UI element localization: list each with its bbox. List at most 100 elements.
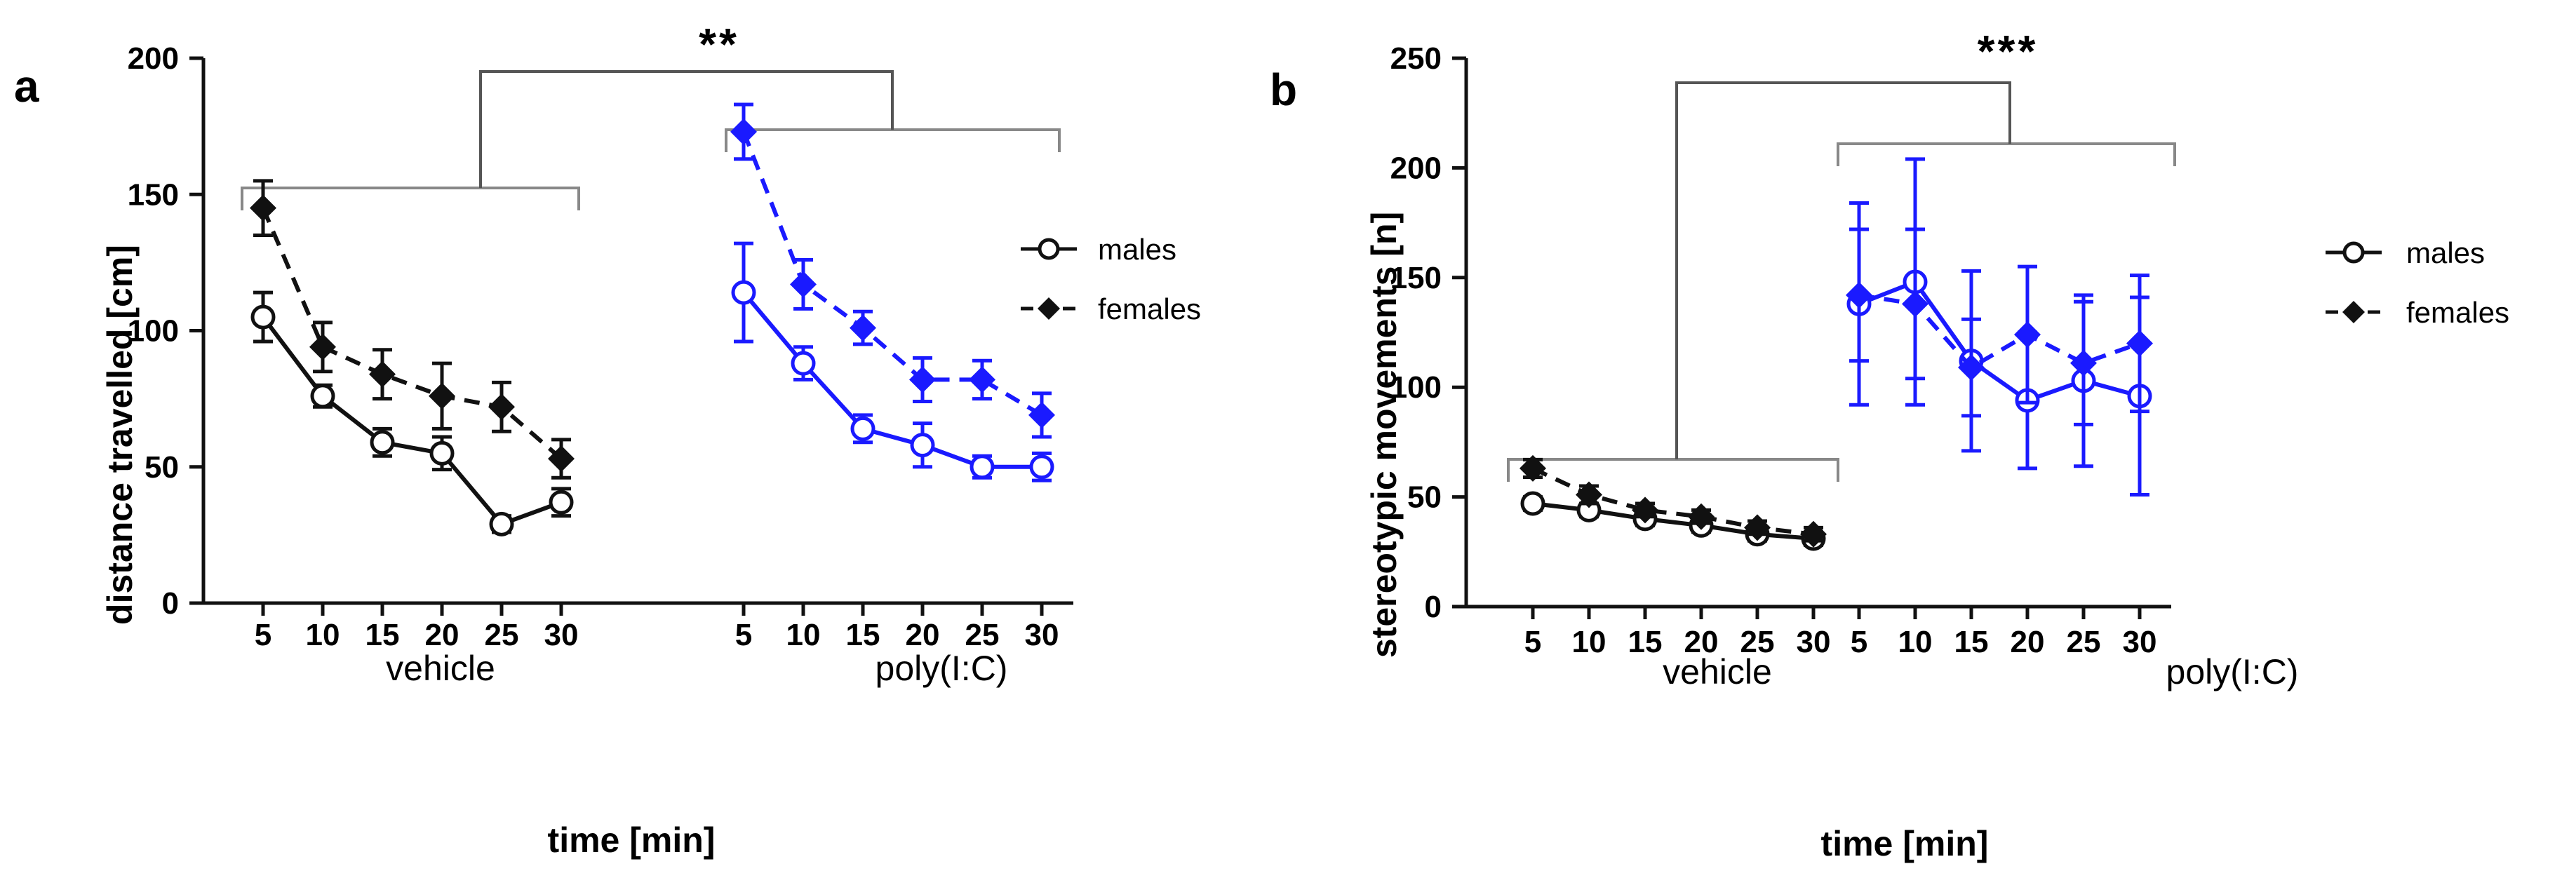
legend-males-marker	[2342, 241, 2365, 264]
legend-females-label: females	[1098, 292, 1201, 325]
x-tick-label: 30	[544, 618, 579, 652]
x-tick-label: 5	[735, 618, 752, 652]
data-point-females	[1846, 281, 1872, 309]
x-tick-label: 10	[786, 618, 821, 652]
x-tick-label: 20	[906, 618, 940, 652]
x-tick-label: 15	[846, 618, 880, 652]
panel-b-significance: ***	[1978, 26, 2039, 76]
y-tick-label: 100	[1390, 370, 1442, 405]
panel-a-axes: 0 50 100 150 200 5 10 15 20 25 30 5 10 15 20 25 30	[128, 41, 1073, 652]
y-tick-label: 200	[1390, 151, 1442, 185]
data-point-males	[489, 511, 514, 536]
x-tick-label: 10	[1572, 625, 1606, 659]
x-tick-label: 25	[2067, 625, 2101, 659]
data-point-males	[370, 430, 395, 455]
data-point-females	[1744, 514, 1771, 541]
x-tick-label: 25	[1740, 625, 1775, 659]
y-tick-label: 100	[128, 314, 179, 349]
y-tick-label: 50	[145, 450, 179, 485]
panel-a-vehicle-label: vehicle	[386, 649, 495, 688]
data-point-females	[2014, 321, 2041, 349]
data-point-males	[791, 351, 816, 376]
x-tick-label: 25	[485, 618, 519, 652]
data-point-females	[1902, 290, 1928, 318]
x-tick-label: 10	[306, 618, 340, 652]
data-point-females	[250, 194, 276, 222]
series-line-females	[742, 130, 1043, 417]
data-point-males	[850, 416, 876, 441]
data-point-females	[730, 118, 757, 145]
data-point-females	[909, 366, 936, 393]
x-tick-label: 15	[1628, 625, 1663, 659]
data-point-females	[850, 314, 876, 342]
series-line-males	[1858, 279, 2140, 403]
x-tick-label: 20	[1684, 625, 1719, 659]
data-point-females	[1520, 454, 1546, 482]
legend-males-marker	[1038, 238, 1060, 260]
x-tick-label: 20	[425, 618, 459, 652]
y-tick-label: 150	[128, 177, 179, 212]
data-point-males	[1520, 491, 1545, 516]
legend-females-marker	[2342, 301, 2365, 323]
panel-b-vehicle-label: vehicle	[1663, 652, 1772, 691]
data-point-males	[731, 280, 756, 305]
data-point-males	[970, 454, 995, 480]
data-point-females	[1576, 481, 1602, 508]
panel-b-letter: b	[1270, 65, 1297, 115]
series-line-females	[261, 207, 563, 461]
series-line-males	[1532, 501, 1814, 541]
data-point-females	[1800, 520, 1827, 548]
panel-a-data	[250, 102, 1055, 536]
panel-a-x-axis-title: time [min]	[548, 820, 716, 860]
legend-females-label: females	[2406, 296, 2509, 329]
x-tick-label: 15	[365, 618, 400, 652]
data-point-females	[548, 445, 575, 473]
y-tick-label: 50	[1407, 480, 1442, 515]
group-bracket	[725, 128, 1061, 152]
y-tick-label: 200	[128, 41, 179, 76]
data-point-females	[1958, 354, 1985, 381]
data-point-males	[429, 440, 455, 466]
legend-males-label: males	[1098, 233, 1176, 266]
group-bracket	[241, 187, 580, 210]
data-point-females	[1688, 503, 1715, 530]
group-bracket	[1507, 458, 1839, 482]
data-point-males	[310, 384, 335, 409]
panel-b-brackets	[1507, 81, 2176, 482]
panel-b-axes: 0 50 100 150 200 250 5 10 15 20 25 30 5 10 15 20 25 30	[1390, 41, 2171, 659]
data-point-males	[549, 489, 574, 515]
series-line-females	[1531, 466, 1814, 536]
data-point-females	[2126, 330, 2153, 357]
x-tick-label: 30	[1025, 618, 1059, 652]
panel-a-letter: a	[14, 61, 39, 112]
y-tick-label: 150	[1390, 261, 1442, 295]
panel-a: a distance travelled [cm] time [min] veh…	[14, 19, 1201, 860]
panel-a-brackets	[241, 70, 1061, 210]
data-point-females	[790, 271, 817, 298]
data-point-females	[429, 382, 455, 410]
group-bracket	[1837, 142, 2176, 166]
y-tick-label: 0	[162, 586, 179, 621]
x-tick-label: 30	[1797, 625, 1831, 659]
x-tick-label: 5	[255, 618, 271, 652]
data-point-females	[488, 393, 515, 421]
data-point-females	[369, 360, 396, 388]
panel-a-polyic-label: poly(I:C)	[876, 649, 1008, 688]
significance-bracket	[1675, 81, 2011, 459]
x-tick-label: 15	[1954, 625, 1989, 659]
panel-b-x-axis-title: time [min]	[1821, 824, 1989, 863]
panel-b-data	[1520, 157, 2153, 551]
data-point-females	[969, 366, 995, 393]
x-tick-label: 10	[1898, 625, 1933, 659]
panel-b-legend: males females	[2326, 236, 2509, 329]
data-point-females	[1632, 497, 1658, 524]
legend-females-marker	[1038, 297, 1060, 320]
x-tick-label: 25	[965, 618, 1000, 652]
panel-a-y-axis-title: distance travelled [cm]	[100, 245, 140, 625]
series-line-males	[742, 291, 1042, 469]
panel-b-polyic-label: poly(I:C)	[2166, 652, 2299, 691]
panel-b-y-axis-title: stereotypic movements [n]	[1364, 212, 1404, 658]
significance-bracket	[479, 70, 894, 188]
x-tick-label: 5	[1524, 625, 1541, 659]
